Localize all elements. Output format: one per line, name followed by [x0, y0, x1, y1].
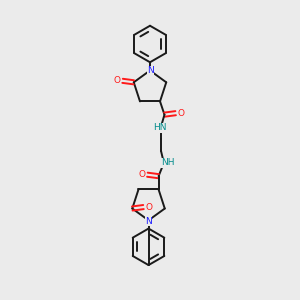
- Text: N: N: [147, 66, 154, 75]
- Text: HN: HN: [153, 123, 166, 132]
- Text: N: N: [145, 217, 152, 226]
- Text: O: O: [145, 202, 152, 211]
- Text: O: O: [177, 109, 184, 118]
- Text: O: O: [114, 76, 121, 85]
- Text: NH: NH: [160, 158, 174, 167]
- Text: O: O: [139, 170, 145, 179]
